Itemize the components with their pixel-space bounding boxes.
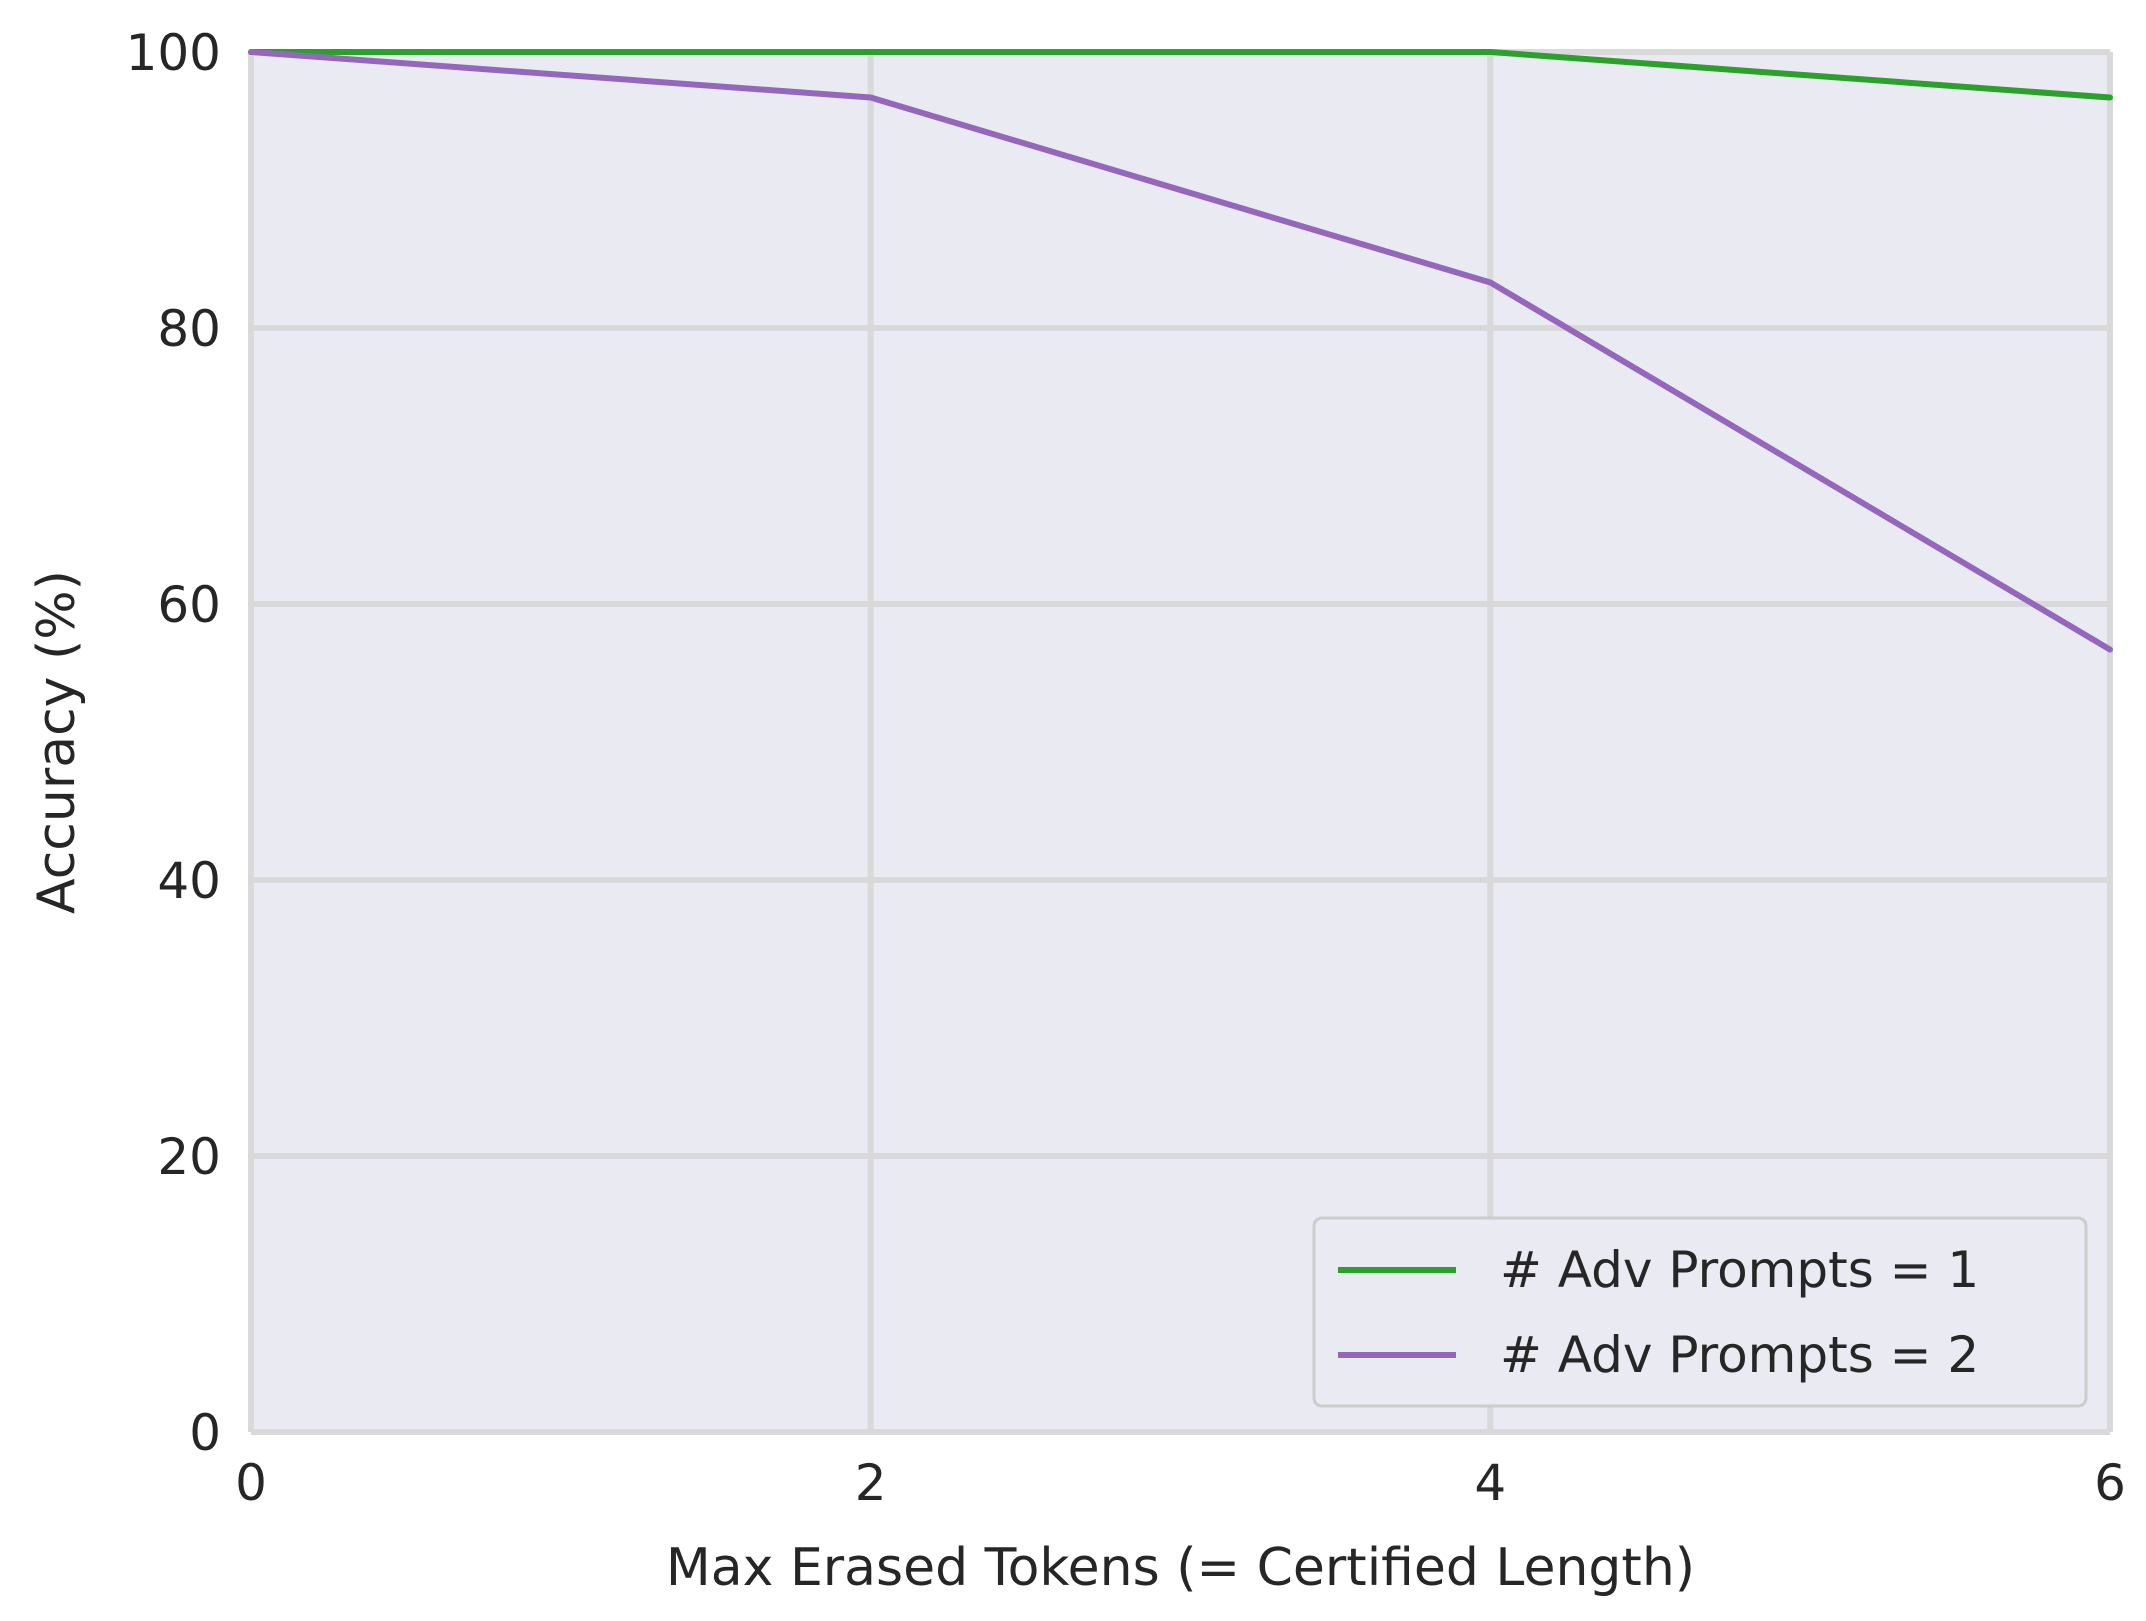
y-tick-label: 100	[126, 24, 221, 82]
plot-area	[251, 52, 2110, 1432]
y-tick-label: 80	[157, 300, 221, 358]
x-axis-label: Max Erased Tokens (= Certified Length)	[666, 1538, 1695, 1598]
legend-entry-series-2: # Adv Prompts = 2	[1500, 1326, 1979, 1384]
x-tick-label: 6	[2094, 1454, 2126, 1512]
y-axis-label: Accuracy (%)	[27, 570, 87, 914]
x-tick-label: 4	[1474, 1454, 1506, 1512]
y-tick-label: 0	[189, 1404, 221, 1462]
series-line-1	[248, 49, 2113, 101]
legend-box	[1312, 1216, 2088, 1408]
x-tick-label: 0	[235, 1454, 267, 1512]
data-series	[248, 49, 2113, 653]
series-line-2	[248, 49, 2113, 653]
y-tick-label: 40	[157, 852, 221, 910]
y-tick-label: 60	[157, 576, 221, 634]
x-tick-label: 2	[855, 1454, 887, 1512]
legend: # Adv Prompts = 1 # Adv Prompts = 2	[1312, 1216, 2088, 1408]
y-tick-label: 20	[157, 1128, 221, 1186]
legend-entry-series-1: # Adv Prompts = 1	[1500, 1241, 1979, 1299]
